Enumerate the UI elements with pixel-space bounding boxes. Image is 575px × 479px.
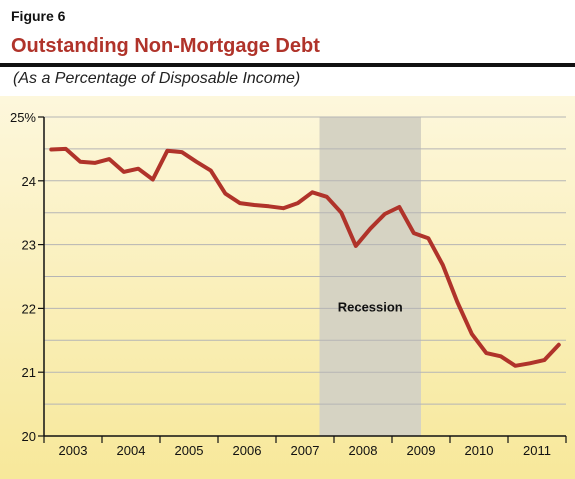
recession-label: Recession — [338, 300, 403, 315]
x-tick-label: 2004 — [117, 443, 146, 458]
y-tick-label: 21 — [22, 365, 36, 380]
x-tick-label: 2009 — [407, 443, 436, 458]
y-tick-label: 20 — [22, 429, 36, 444]
y-tick-label: 25% — [10, 110, 36, 125]
x-tick-label: 2007 — [291, 443, 320, 458]
y-tick-label: 22 — [22, 301, 36, 316]
figure-label: Figure 6 — [11, 8, 66, 24]
chart-background — [0, 96, 575, 479]
line-chart: 20 21 22 23 24 25% 2003 2004 2005 2006 2007 2008 200… — [0, 96, 575, 479]
x-tick-label: 2003 — [59, 443, 88, 458]
x-tick-label: 2005 — [175, 443, 204, 458]
y-tick-label: 23 — [22, 238, 36, 253]
chart-subtitle: (As a Percentage of Disposable Income) — [13, 70, 301, 87]
y-tick-label: 24 — [22, 174, 36, 189]
x-tick-label: 2010 — [465, 443, 494, 458]
x-tick-label: 2011 — [523, 443, 551, 458]
series-line — [49, 146, 561, 368]
x-tick-label: 2008 — [349, 443, 378, 458]
x-tick-label: 2006 — [233, 443, 262, 458]
title-divider — [0, 63, 575, 67]
chart-title: Outstanding Non-Mortgage Debt — [11, 35, 320, 57]
